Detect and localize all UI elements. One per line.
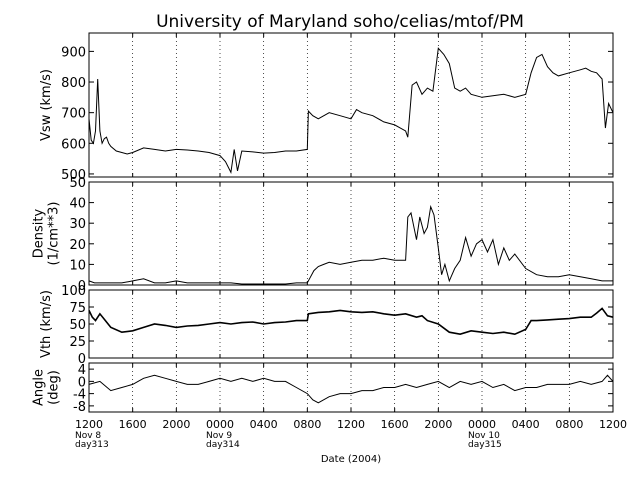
y-tick-label: 10 (69, 258, 86, 273)
panel-vsw: 500 600 700 800 900 Vsw (km/s) (39, 32, 614, 183)
series-line-density (88, 204, 613, 285)
y-axis-label: (1/cm**3) (47, 202, 62, 266)
x-tick-label: 0800 (555, 418, 583, 431)
day-label: Nov 9 (206, 431, 232, 441)
series-line-vsw (88, 47, 614, 175)
y-tick-label: 0 (78, 352, 86, 367)
y-axis-label: Vth (km/s) (39, 290, 54, 358)
x-tick-label: 2000 (162, 418, 190, 431)
series-line-vth (88, 307, 614, 336)
y-tick-label: 800 (61, 76, 86, 91)
y-tick-label: 100 (61, 284, 86, 299)
y-tick-label: 600 (61, 137, 86, 152)
chart-title: University of Maryland soho/celias/mtof/… (156, 12, 524, 32)
x-tick-label: 2000 (424, 418, 452, 431)
y-tick-label: 0 (78, 375, 86, 390)
x-tick-label: 1600 (381, 418, 409, 431)
y-tick-label: 4 (78, 363, 86, 378)
series-line-angle (88, 374, 614, 404)
day-label: Nov 10 (468, 431, 500, 441)
y-axis-label: Angle (32, 369, 47, 406)
day-label: day314 (206, 440, 240, 450)
x-tick-label: 1200 (599, 418, 627, 431)
panel-density: 0 10 20 30 40 50 Density (1/cm**3) (32, 176, 614, 294)
y-axis-label: Vsw (km/s) (39, 69, 54, 141)
y-tick-label: 20 (69, 238, 86, 253)
x-axis: 1200 1600 2000 0000 0400 0800 1200 1600 2000 0000… (75, 418, 627, 450)
x-tick-label: 1200 (337, 418, 365, 431)
x-tick-label: 1200 (75, 418, 103, 431)
x-tick-label: 1600 (119, 418, 147, 431)
x-tick-label: 0000 (206, 418, 234, 431)
y-tick-label: 75 (69, 301, 86, 316)
panel-vth: 0 25 50 75 100 Vth (km/s) (39, 284, 614, 367)
y-tick-label: 50 (69, 318, 86, 333)
y-tick-label: 30 (69, 217, 86, 232)
day-label: Nov 8 (75, 431, 101, 441)
y-tick-label: -4 (73, 388, 86, 403)
x-tick-label: 0400 (512, 418, 540, 431)
y-tick-label: 500 (61, 168, 86, 183)
x-tick-label: 0800 (293, 418, 321, 431)
x-axis-label: Date (2004) (321, 454, 381, 465)
y-axis-label: (deg) (47, 370, 62, 405)
panel-frame (88, 289, 614, 359)
panel-angle: -8-404 Angle (deg) (32, 362, 614, 415)
x-tick-label: 0000 (468, 418, 496, 431)
y-tick-label: 0 (78, 279, 86, 294)
y-tick-label: 40 (69, 197, 86, 212)
panel-frame (88, 181, 614, 286)
x-tick-label: 0400 (250, 418, 278, 431)
y-axis-label: Density (32, 208, 47, 258)
day-label: day315 (468, 440, 502, 450)
y-tick-label: 700 (61, 107, 86, 122)
y-tick-label: 50 (69, 176, 86, 191)
day-label: day313 (75, 440, 109, 450)
y-tick-label: 25 (69, 335, 86, 350)
y-tick-label: -8 (73, 400, 86, 415)
y-tick-label: 900 (61, 45, 86, 60)
